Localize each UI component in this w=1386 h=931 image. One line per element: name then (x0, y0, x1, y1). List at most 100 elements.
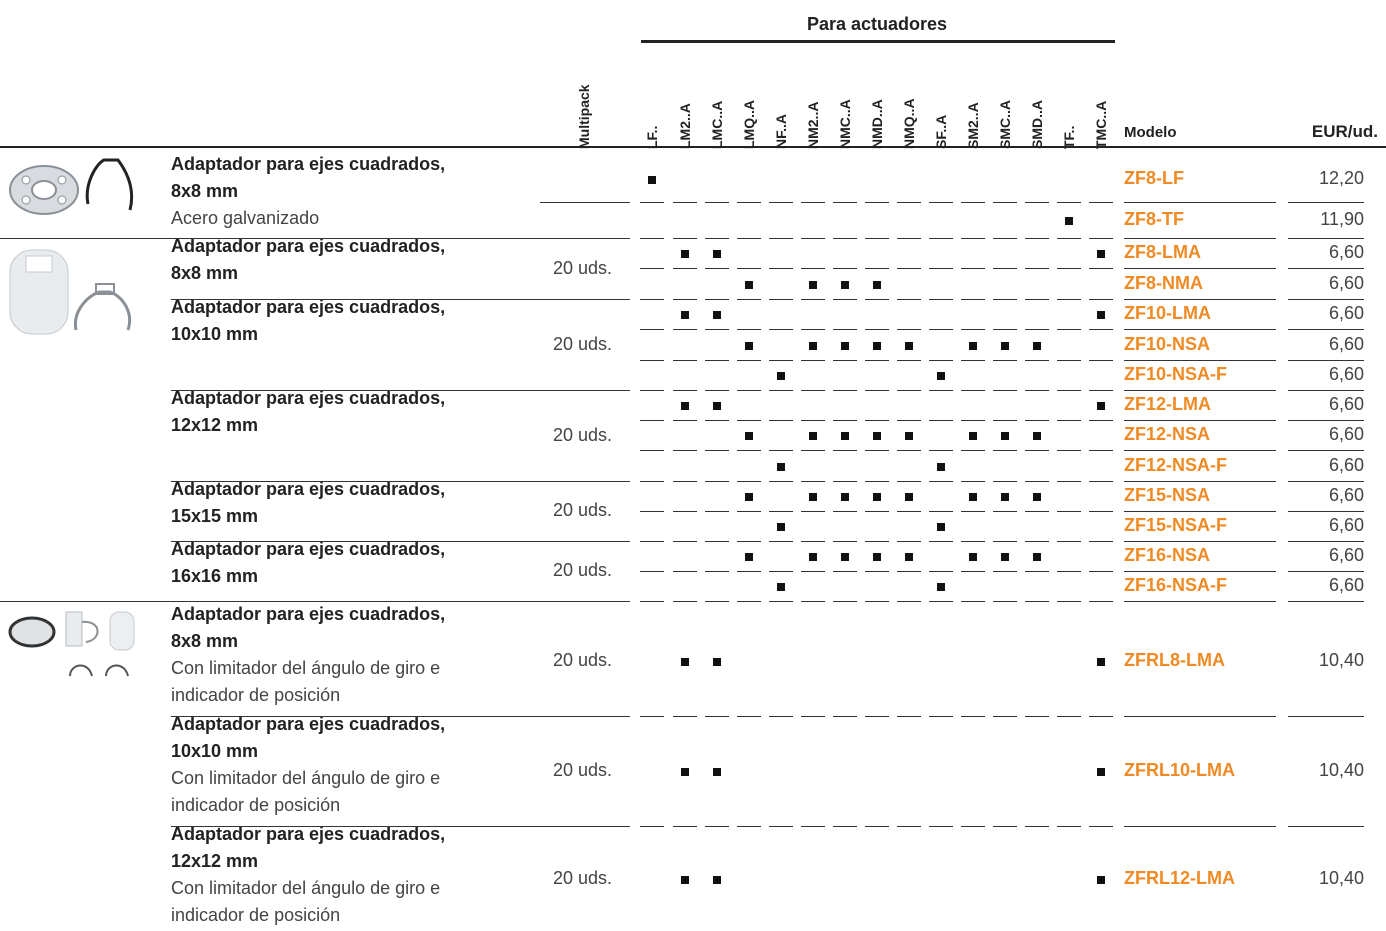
price: 6,60 (1328, 545, 1364, 565)
row-rule-segment (705, 390, 729, 391)
row-rule-segment (769, 716, 793, 717)
compat-mark (713, 658, 721, 666)
multipack-value: 20 uds. (553, 560, 613, 580)
price: 10,40 (1318, 867, 1364, 888)
model-code: ZF8-LF (1124, 168, 1184, 188)
group-title-rule (641, 40, 1115, 43)
row-rule (1124, 541, 1276, 542)
row-rule-segment (640, 601, 664, 602)
row-rule-segment (640, 238, 664, 239)
compat-mark (1097, 768, 1105, 776)
row-rule (1288, 299, 1364, 300)
group-rule (0, 601, 540, 602)
group-title: Adaptador para ejes cuadrados, (171, 539, 446, 559)
row-rule-segment (993, 450, 1017, 451)
group-size: 15x15 mm (171, 506, 259, 526)
compat-mark (841, 280, 849, 289)
row-rule-segment (833, 511, 857, 512)
row-rule-segment (993, 511, 1017, 512)
row-rule-segment (640, 268, 664, 269)
row-rule-segment (1025, 511, 1049, 512)
row-rule-segment (1057, 202, 1081, 203)
group-sub2: indicador de posición (171, 905, 341, 925)
multipack-rule (540, 826, 630, 827)
row-rule-segment (833, 450, 857, 451)
row-rule-segment (993, 826, 1017, 827)
row-rule-segment (737, 481, 761, 482)
row-rule-segment (1057, 601, 1081, 602)
row-rule-segment (1025, 360, 1049, 361)
price: 12,20 (1318, 168, 1364, 188)
price: 10,40 (1318, 650, 1364, 670)
price: 11,90 (1320, 209, 1364, 229)
group-title: Adaptador para ejes cuadrados, (171, 388, 446, 408)
compat-mark (713, 250, 721, 258)
row-rule-segment (961, 420, 985, 421)
row-rule-segment (1089, 202, 1113, 203)
group-rule (171, 390, 540, 391)
compat-mark (873, 553, 881, 561)
row-rule-segment (769, 481, 793, 482)
row-rule-segment (737, 268, 761, 269)
compat-mark (713, 768, 721, 776)
row-rule-segment (640, 202, 664, 203)
compat-mark (1001, 553, 1009, 561)
row-rule-segment (1025, 826, 1049, 827)
compat-mark (841, 553, 849, 561)
row-rule-segment (769, 360, 793, 361)
row-rule-segment (1025, 329, 1049, 330)
row-rule-segment (737, 511, 761, 512)
row-rule-segment (673, 202, 697, 203)
row-rule-segment (1057, 481, 1081, 482)
group-rule (171, 716, 540, 717)
group-title: Adaptador para ejes cuadrados, (171, 154, 446, 174)
group-rule (0, 238, 540, 239)
row-rule-segment (897, 601, 921, 602)
row-rule-segment (929, 268, 953, 269)
row-rule-segment (737, 826, 761, 827)
row-rule-segment (961, 390, 985, 391)
row-rule-segment (673, 299, 697, 300)
row-rule-segment (865, 202, 889, 203)
row-rule-segment (801, 511, 825, 512)
group-title: Para actuadores (806, 14, 948, 34)
row-rule-segment (833, 390, 857, 391)
row-rule-segment (705, 360, 729, 361)
compat-mark (937, 462, 945, 471)
group-description: Adaptador para ejes cuadrados, 10x10 mm Co… (171, 711, 531, 819)
compat-mark (809, 432, 817, 440)
row-rule-segment (737, 202, 761, 203)
row-rule-segment (705, 329, 729, 330)
row-rule-segment (865, 601, 889, 602)
actuator-header: LMQ..A (741, 100, 757, 149)
row-rule-segment (801, 299, 825, 300)
row-rule-segment (737, 390, 761, 391)
actuator-header: NM2..A (805, 101, 821, 149)
row-rule-segment (961, 329, 985, 330)
row-rule-segment (640, 299, 664, 300)
row-rule-segment (769, 238, 793, 239)
group-description: Adaptador para ejes cuadrados, 15x15 mm (171, 476, 531, 530)
row-rule-segment (961, 299, 985, 300)
model-code: ZF16-NSA-F (1124, 575, 1227, 595)
row-rule-segment (865, 268, 889, 269)
row-rule-segment (929, 481, 953, 482)
model-code: ZFRL8-LMA (1124, 650, 1225, 670)
row-rule-segment (865, 716, 889, 717)
row-rule (1124, 360, 1276, 361)
row-rule-segment (1057, 238, 1081, 239)
price: 6,60 (1328, 364, 1364, 384)
row-rule (1124, 826, 1276, 827)
row-rule-segment (833, 360, 857, 361)
row-rule (1124, 571, 1276, 572)
group-rule (171, 826, 540, 827)
row-rule-segment (897, 329, 921, 330)
row-rule-segment (801, 420, 825, 421)
eur-header: EUR/ud. (1311, 122, 1378, 141)
actuator-header: LM2..A (677, 103, 693, 149)
adapter-zfrl-image (8, 611, 135, 677)
row-rule-segment (1089, 238, 1113, 239)
price: 10,40 (1318, 760, 1364, 780)
compat-mark (681, 658, 689, 666)
compat-mark (809, 553, 817, 561)
